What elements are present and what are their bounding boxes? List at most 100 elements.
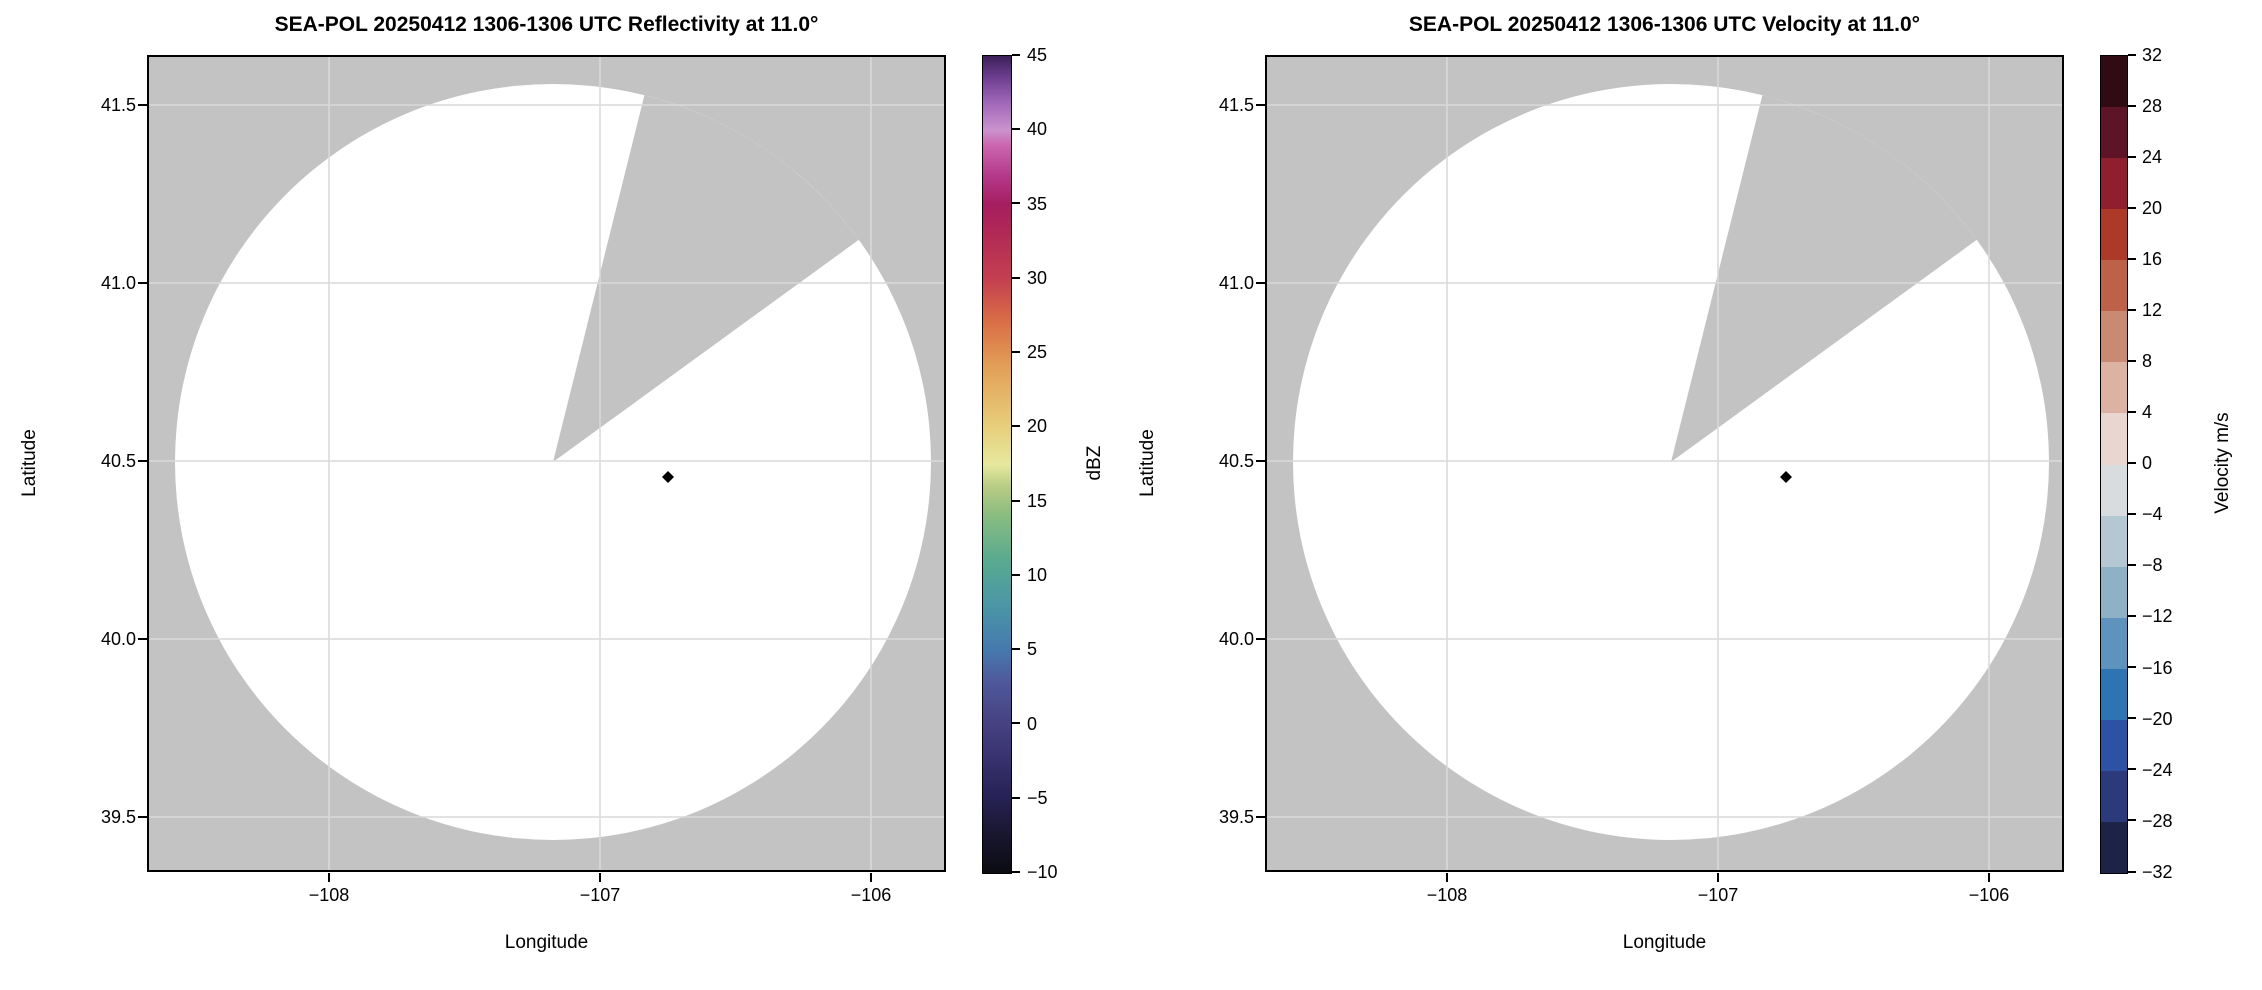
colorbar-tick-label: −28 [2142,811,2173,831]
colorbar-tick [2128,309,2136,311]
x-tick-label: −107 [1697,885,1739,905]
x-tick [328,873,330,882]
velocity-colorbar-band [2101,413,2127,465]
gridlines [1265,55,2064,872]
velocity-colorbar-band [2101,158,2127,210]
y-axis-label: Latitude [19,429,40,497]
x-tick [1717,873,1719,882]
reflectivity-title: SEA-POL 20250412 1306-1306 UTC Reflectiv… [274,13,819,36]
y-tick-label: 40.0 [1218,629,1254,649]
x-tick [870,873,872,882]
colorbar-tick-label: −8 [2142,555,2163,575]
axes-spine [147,55,946,872]
gridlines [147,55,946,872]
x-tick-label: −108 [1426,885,1468,905]
velocity-colorbar-band [2101,107,2127,159]
colorbar-tick [2128,717,2136,719]
y-tick [1256,816,1265,818]
colorbar-tick [2128,156,2136,158]
velocity-colorbar-band [2101,770,2127,822]
y-tick [138,638,147,640]
y-tick [1256,638,1265,640]
velocity-colorbar-band [2101,719,2127,771]
x-tick-label: −108 [308,885,350,905]
colorbar-tick [1012,574,1020,576]
colorbar-tick [2128,411,2136,413]
colorbar-tick [2128,819,2136,821]
colorbar-tick [2128,54,2136,56]
colorbar-tick [2128,564,2136,566]
colorbar-tick [1012,277,1020,279]
velocity-colorbar-band [2101,668,2127,720]
y-tick [138,282,147,284]
axes-spine [1265,55,2064,872]
colorbar-axis-label: dBZ [1084,445,1105,481]
colorbar-tick-label: 15 [1027,491,1048,511]
y-tick-label: 41.0 [100,273,136,293]
colorbar-tick [2128,105,2136,107]
colorbar-tick [2128,666,2136,668]
velocity-colorbar-band [2101,260,2127,312]
colorbar-tick [2128,768,2136,770]
colorbar-tick-label: 28 [2142,96,2163,116]
colorbar-tick [2128,871,2136,873]
colorbar-tick-label: 30 [1027,268,1048,288]
x-tick [599,873,601,882]
colorbar-tick-label: 40 [1027,119,1048,139]
y-tick [1256,460,1265,462]
colorbar-tick [1012,648,1020,650]
colorbar-tick [1012,425,1020,427]
colorbar-tick-label: −32 [2142,862,2173,882]
colorbar-tick-label: 0 [2142,453,2153,473]
colorbar-tick [2128,513,2136,515]
colorbar-tick-label: −4 [2142,504,2163,524]
colorbar-tick-label: −24 [2142,760,2173,780]
y-tick-label: 41.5 [1218,95,1254,115]
y-tick [1256,104,1265,106]
velocity-colorbar-band [2101,566,2127,618]
missing-sector-wedge [553,95,859,462]
velocity-colorbar-band [2101,515,2127,567]
velocity-colorbar-band [2101,464,2127,516]
x-axis-label: Longitude [504,932,589,953]
y-tick [1256,282,1265,284]
x-tick [1446,873,1448,882]
colorbar-tick [1012,54,1020,56]
colorbar-tick-label: 20 [2142,198,2163,218]
y-tick-label: 41.5 [100,95,136,115]
colorbar-tick-label: 0 [1027,714,1038,734]
colorbar-tick-label: −5 [1027,788,1048,808]
colorbar-tick [1012,351,1020,353]
velocity-colorbar-band [2101,821,2127,873]
colorbar-tick [2128,462,2136,464]
x-tick-label: −106 [850,885,892,905]
colorbar-tick-label: −20 [2142,709,2173,729]
y-tick-label: 40.5 [1218,451,1254,471]
site-marker-diamond [1780,471,1792,483]
colorbar-tick-label: 10 [1027,565,1048,585]
y-tick [138,104,147,106]
colorbar-tick-label: 8 [2142,351,2153,371]
colorbar-tick-label: −16 [2142,658,2173,678]
colorbar-tick-label: 20 [1027,416,1048,436]
colorbar-tick [1012,871,1020,873]
colorbar-tick [1012,722,1020,724]
x-tick-label: −107 [579,885,621,905]
reflectivity-radar-plot [147,55,946,872]
velocity-colorbar-band [2101,311,2127,363]
velocity-colorbar-band [2101,617,2127,669]
velocity-colorbar-band [2101,362,2127,414]
y-tick [138,460,147,462]
colorbar-tick-label: 4 [2142,402,2153,422]
colorbar-tick-label: −12 [2142,606,2173,626]
colorbar-tick [2128,258,2136,260]
colorbar-tick-label: 45 [1027,45,1048,65]
colorbar-tick-label: 12 [2142,300,2163,320]
colorbar-tick [1012,202,1020,204]
colorbar-tick-label: 24 [2142,147,2163,167]
colorbar-tick [1012,128,1020,130]
y-tick-label: 40.5 [100,451,136,471]
x-tick [1988,873,1990,882]
velocity-colorbar-bands [2100,55,2128,874]
